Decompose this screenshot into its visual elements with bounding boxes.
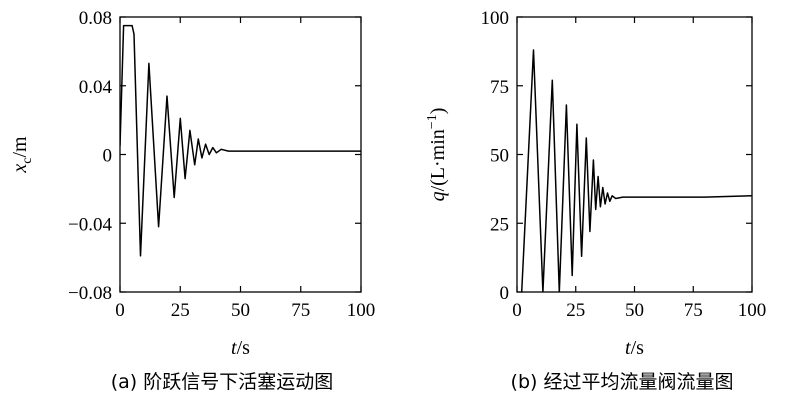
y-axis-subscript: c	[20, 158, 35, 164]
chart-caption: (a) 阶跃信号下活塞运动图	[111, 371, 334, 393]
y-tick-label: 0.04	[79, 77, 113, 98]
x-tick-label: 100	[347, 300, 376, 321]
x-tick-label: 0	[512, 300, 522, 321]
panel-b: 0 25 50 75 100 100 75 50 25 0 t/s q/(L·min−1) (b) 经过…	[425, 8, 766, 393]
x-tick-label: 25	[171, 300, 190, 321]
series-line-0	[520, 49, 752, 292]
y-axis-var: x	[9, 164, 31, 174]
x-tick-label: 100	[738, 300, 767, 321]
x-tick-label: 75	[291, 300, 310, 321]
y-axis-superscript: −1	[425, 114, 440, 129]
series-line-0	[120, 24, 361, 257]
y-axis-var: q	[427, 191, 449, 201]
x-axis-label: t/s	[625, 337, 644, 359]
x-axis-label: t/s	[231, 337, 250, 359]
x-axis-unit: /s	[631, 337, 645, 359]
x-axis-unit: /s	[237, 337, 251, 359]
x-tick-label: 25	[566, 300, 585, 321]
y-axis-unit-end: )	[427, 108, 449, 115]
chart-caption: (b) 经过平均流量阀流量图	[511, 371, 734, 393]
x-axis-var: t	[231, 337, 237, 359]
y-tick-label: 75	[490, 77, 509, 98]
y-tick-label: 0	[103, 146, 113, 167]
y-axis-unit: /(L·min	[427, 129, 449, 191]
y-axis-label: q/(L·min−1)	[425, 108, 449, 202]
x-tick-label: 0	[115, 300, 125, 321]
y-tick-label: 0.08	[79, 8, 112, 29]
y-tick-label: −0.04	[68, 214, 112, 235]
x-tick-label: 75	[684, 300, 703, 321]
y-tick-label: 0	[500, 283, 510, 304]
y-tick-label: −0.08	[68, 283, 112, 304]
x-axis-var: t	[625, 337, 631, 359]
plot-frame	[119, 16, 362, 293]
panel-a: 0 25 50 75 100 0.08 0.04 0 −0.04 −0.08 t/s xc/m (a) …	[9, 8, 375, 393]
x-tick-label: 50	[231, 300, 250, 321]
y-tick-label: 50	[490, 146, 509, 167]
plot-frame	[516, 16, 753, 293]
y-axis-label: xc/m	[9, 136, 35, 174]
y-tick-label: 100	[481, 8, 510, 29]
x-tick-label: 50	[625, 300, 644, 321]
y-tick-label: 25	[490, 214, 509, 235]
y-axis-unit: /m	[9, 136, 31, 158]
